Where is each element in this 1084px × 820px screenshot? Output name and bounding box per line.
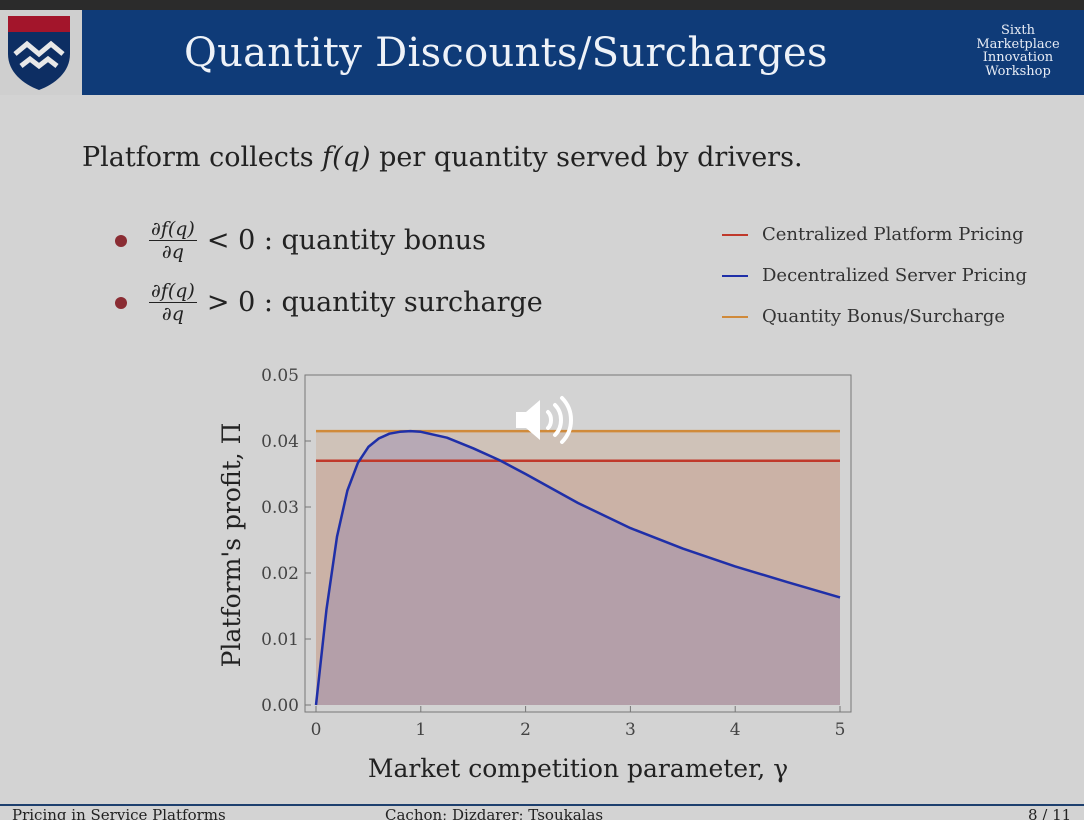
bullet-quantity-surcharge: ∂f(q) ∂q > 0 : quantity surcharge <box>115 280 543 325</box>
workshop-line: Sixth <box>1001 23 1035 38</box>
footer-left: Pricing in Service Platforms <box>12 806 226 820</box>
intro-text: Platform collects f(q) per quantity serv… <box>82 142 803 173</box>
x-tick-label: 0 <box>311 720 322 740</box>
x-tick-label: 3 <box>625 720 636 740</box>
fraction-numerator: ∂f(q) <box>149 280 197 303</box>
y-axis-label: Platform's profit, Π <box>217 423 246 668</box>
legend-swatch <box>722 274 748 277</box>
x-tick-label: 2 <box>520 720 531 740</box>
fraction-denominator: ∂q <box>161 241 184 263</box>
y-tick-label: 0.05 <box>261 366 299 386</box>
workshop-label: Sixth Marketplace Innovation Workshop <box>972 24 1064 78</box>
series-fill-area <box>316 431 840 705</box>
legend-item-quantity: Quantity Bonus/Surcharge <box>722 296 1027 337</box>
series-fill-area <box>316 431 840 705</box>
bullet-text: < 0 : quantity bonus <box>206 225 487 256</box>
legend-label: Decentralized Server Pricing <box>762 265 1028 286</box>
intro-suffix: per quantity served by drivers. <box>370 142 803 173</box>
legend-item-centralized: Centralized Platform Pricing <box>722 214 1027 255</box>
legend-swatch <box>722 233 748 236</box>
x-axis-label: Market competition parameter, γ <box>368 754 788 783</box>
legend-label: Quantity Bonus/Surcharge <box>762 306 1006 327</box>
speaker-volume-icon[interactable] <box>512 394 576 446</box>
series-fill-area <box>316 460 840 705</box>
top-bar <box>0 0 1084 10</box>
legend-label: Centralized Platform Pricing <box>762 224 1024 245</box>
x-tick-label: 1 <box>415 720 426 740</box>
legend-swatch <box>722 315 748 318</box>
y-tick-label: 0.00 <box>261 696 299 716</box>
bullet-dot <box>115 296 127 309</box>
slide-title: Quantity Discounts/Surcharges <box>184 30 828 76</box>
fraction-numerator: ∂f(q) <box>149 218 197 241</box>
y-tick-label: 0.04 <box>261 432 299 452</box>
bullet-quantity-bonus: ∂f(q) ∂q < 0 : quantity bonus <box>115 218 486 263</box>
workshop-line: Marketplace <box>976 36 1060 52</box>
intro-prefix: Platform collects <box>82 142 323 173</box>
bullet-dot <box>115 234 127 247</box>
plot-frame <box>304 374 852 713</box>
workshop-line: Innovation <box>982 50 1054 65</box>
y-tick-label: 0.03 <box>261 498 299 518</box>
header-banner <box>82 10 1084 95</box>
x-tick-label: 5 <box>835 720 846 740</box>
fraction-denominator: ∂q <box>161 303 184 325</box>
x-tick-label: 4 <box>730 720 741 740</box>
derivative-fraction: ∂f(q) ∂q <box>149 218 197 263</box>
bullet-text: > 0 : quantity surcharge <box>206 287 543 318</box>
y-tick-label: 0.02 <box>261 564 299 584</box>
university-shield-icon <box>8 16 70 90</box>
footer-right: 8 / 11 <box>1028 806 1072 820</box>
footer-center: Cachon; Dizdarer; Tsoukalas <box>385 806 604 820</box>
workshop-line: Workshop <box>985 63 1051 79</box>
footer-bar: Pricing in Service Platforms Cachon; Diz… <box>0 804 1084 820</box>
y-tick-label: 0.01 <box>261 630 299 650</box>
derivative-fraction: ∂f(q) ∂q <box>149 280 197 325</box>
legend-item-decentralized: Decentralized Server Pricing <box>722 255 1027 296</box>
chart-legend: Centralized Platform Pricing Decentraliz… <box>722 214 1027 337</box>
intro-math: f(q) <box>322 142 371 173</box>
series-line <box>314 429 841 706</box>
logo-area <box>0 10 82 95</box>
